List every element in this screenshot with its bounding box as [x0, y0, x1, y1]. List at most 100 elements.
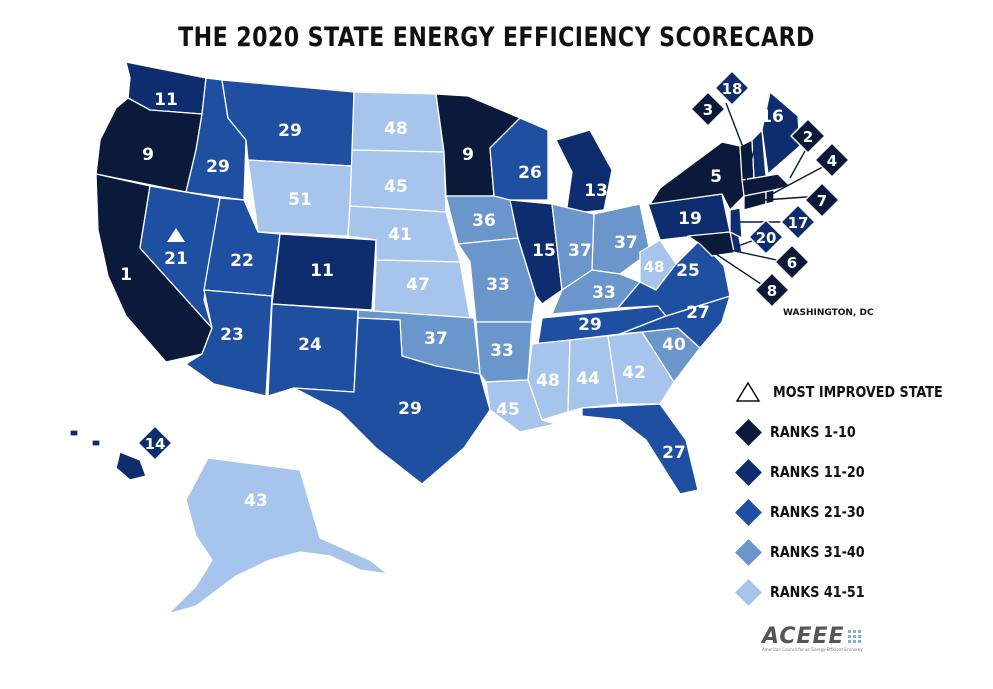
callout-md	[773, 243, 811, 281]
rank-label-pa: 19	[678, 209, 702, 229]
state-md[interactable]	[687, 231, 741, 257]
rank-label-nc: 27	[686, 303, 710, 323]
callout-dc	[753, 271, 791, 309]
state-wi[interactable]	[489, 117, 549, 201]
rank-label-ne: 41	[388, 225, 412, 245]
logo-dots-icon	[847, 629, 861, 643]
state-ms[interactable]	[527, 339, 571, 421]
rank-label-md: 6	[787, 254, 797, 272]
rank-label-ga: 42	[622, 363, 646, 383]
legend-swatch-ranks-31-40	[735, 538, 762, 566]
state-va[interactable]	[617, 239, 731, 317]
state-oh[interactable]	[591, 203, 651, 275]
rank-label-ma: 2	[803, 128, 813, 146]
rank-label-sc: 40	[662, 335, 686, 355]
rank-label-wv: 48	[644, 258, 665, 276]
rank-label-sd: 45	[384, 177, 408, 197]
rank-label-ut: 22	[230, 251, 254, 271]
state-nh[interactable]	[751, 129, 767, 179]
rank-label-nh: 18	[722, 80, 743, 98]
rank-label-la: 45	[496, 400, 520, 420]
state-hi-island-1	[69, 429, 79, 437]
callout-nh	[713, 69, 751, 107]
state-ak[interactable]	[167, 457, 389, 615]
rank-label-ky: 33	[592, 283, 616, 303]
state-ny[interactable]	[649, 141, 745, 211]
callout-diamonds	[136, 69, 851, 462]
legend-swatch-ranks-21-30	[735, 498, 762, 526]
map-title: THE 2020 STATE ENERGY EFFICIENCY SCORECA…	[178, 22, 815, 53]
aceee-logo: ACEEE American Council for an Energy-Eff…	[762, 624, 863, 652]
rank-label-ak: 43	[244, 491, 268, 511]
rank-label-nj: 17	[788, 214, 809, 232]
rank-label-or: 9	[142, 145, 154, 165]
triangle-icon	[735, 381, 761, 402]
rank-label-wy: 51	[288, 190, 312, 210]
callout-hi	[136, 424, 174, 462]
legend-item-ranks-41-51: RANKS 41-51	[735, 578, 881, 606]
rank-label-mi: 13	[584, 181, 608, 201]
legend-item-most-improved: MOST IMPROVED STATE	[735, 378, 973, 406]
rank-label-va: 25	[676, 261, 700, 281]
legend-item-ranks-31-40: RANKS 31-40	[735, 538, 881, 566]
callout-ct	[803, 181, 841, 219]
rank-label-fl: 27	[662, 443, 686, 463]
rank-label-az: 23	[220, 325, 244, 345]
logo-name: ACEEE	[762, 624, 845, 649]
rank-label-ct: 7	[817, 192, 827, 210]
rank-labels: 11 9 1 29 21 29 51 22 11 23 24 48 45 41 …	[120, 80, 837, 511]
rank-label-al: 44	[576, 369, 600, 389]
rank-label-hi: 14	[145, 435, 166, 453]
rank-label-oh: 37	[614, 233, 638, 253]
rank-label-de: 20	[756, 229, 777, 247]
rank-label-dc: 8	[767, 282, 777, 300]
state-co[interactable]	[271, 233, 377, 311]
state-tx[interactable]	[293, 317, 491, 485]
rank-label-mn: 9	[462, 145, 474, 165]
callout-nj	[779, 203, 817, 241]
rank-label-ca: 1	[120, 265, 132, 285]
rank-label-ar: 33	[490, 341, 514, 361]
callout-vt	[689, 90, 727, 128]
callout-ma	[789, 117, 827, 155]
rank-label-wi: 26	[518, 163, 542, 183]
dc-label: WASHINGTON, DC	[783, 308, 874, 318]
rank-label-nd: 48	[384, 119, 408, 139]
state-fl[interactable]	[581, 403, 699, 495]
rank-label-mt: 29	[278, 121, 302, 141]
rank-label-ri: 4	[827, 152, 837, 170]
rank-label-tn: 29	[578, 315, 602, 335]
legend-item-ranks-21-30: RANKS 21-30	[735, 498, 881, 526]
legend-label-most-improved: MOST IMPROVED STATE	[773, 383, 943, 401]
rank-label-co: 11	[310, 261, 334, 281]
legend-item-ranks-11-20: RANKS 11-20	[735, 458, 881, 486]
legend-swatch-ranks-11-20	[735, 458, 762, 486]
legend-swatch-ranks-41-51	[735, 578, 762, 606]
state-hi-island-2	[91, 439, 101, 447]
callout-de	[747, 218, 785, 256]
state-nj[interactable]	[729, 207, 743, 239]
legend-label-ranks-11-20: RANKS 11-20	[770, 463, 865, 481]
logo-tagline: American Council for an Energy-Efficient…	[762, 647, 863, 652]
legend-label-ranks-21-30: RANKS 21-30	[770, 503, 865, 521]
rank-label-nv: 21	[164, 249, 188, 269]
state-ri[interactable]	[765, 189, 775, 205]
callout-ri	[813, 141, 851, 179]
state-al[interactable]	[567, 335, 619, 413]
rank-label-vt: 3	[703, 101, 713, 119]
rank-label-ok: 37	[424, 329, 448, 349]
state-mi[interactable]	[555, 129, 613, 215]
rank-label-me: 16	[760, 107, 784, 127]
state-hi[interactable]	[115, 451, 147, 481]
rank-label-nm: 24	[298, 335, 322, 355]
legend-item-ranks-1-10: RANKS 1-10	[735, 418, 871, 446]
rank-label-ks: 47	[406, 275, 430, 295]
legend-label-ranks-1-10: RANKS 1-10	[770, 423, 856, 441]
state-nv[interactable]	[139, 185, 221, 329]
rank-label-id: 29	[206, 157, 230, 177]
rank-label-ny: 5	[710, 167, 722, 187]
rank-label-in: 37	[568, 241, 592, 261]
rank-label-mo: 33	[486, 275, 510, 295]
rank-label-ia: 36	[472, 211, 496, 231]
